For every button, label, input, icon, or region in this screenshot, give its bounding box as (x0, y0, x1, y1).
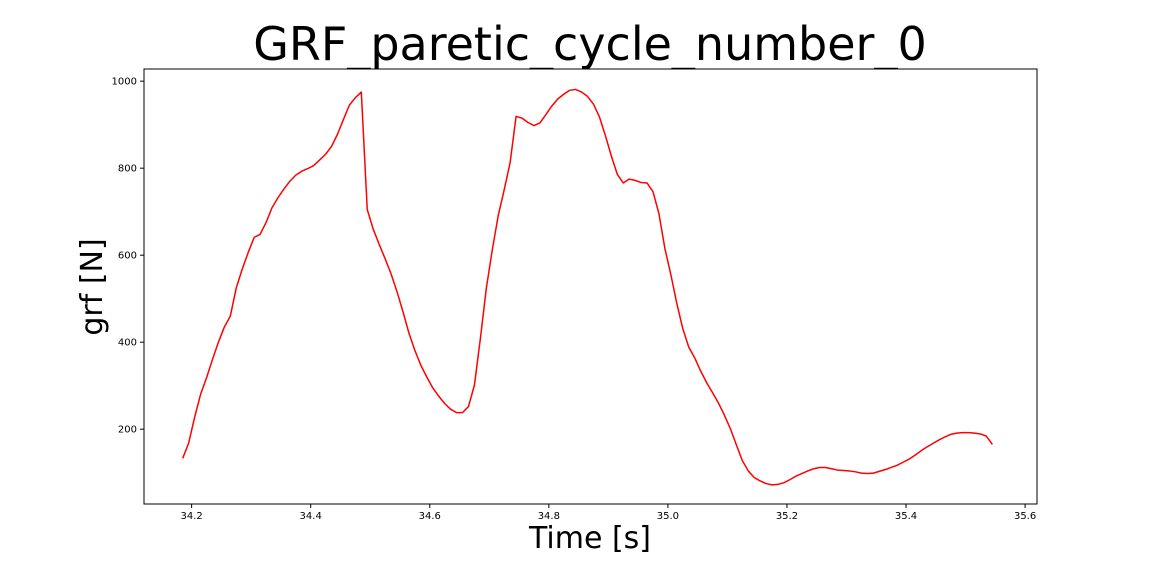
y-tick-label: 600 (118, 251, 137, 262)
y-tick-label: 1000 (112, 77, 137, 88)
x-tick-label: 35.6 (1014, 511, 1036, 522)
series-layer (182, 88, 993, 486)
x-axis: 34.2 34.4 34.6 34.8 35.0 35.2 35.4 35.6 (180, 504, 1036, 522)
x-tick-label: 34.6 (419, 511, 441, 522)
plot-area: 34.2 34.4 34.6 34.8 35.0 35.2 35.4 35.6 200 400 6… (112, 68, 1038, 522)
plot-frame (143, 68, 1038, 505)
y-axis: 200 400 600 800 1000 (112, 77, 144, 436)
x-tick-label: 34.8 (538, 511, 560, 522)
y-axis-label: grf [N] (75, 238, 110, 335)
x-tick-label: 35.4 (895, 511, 917, 522)
chart-title: GRF_paretic_cycle_number_0 (253, 17, 926, 71)
x-tick-label: 34.4 (300, 511, 322, 522)
x-tick-label: 35.0 (657, 511, 679, 522)
x-axis-label: Time [s] (528, 521, 651, 556)
y-tick-label: 200 (118, 425, 137, 436)
y-tick-label: 800 (118, 164, 137, 175)
y-tick-label: 400 (118, 338, 137, 349)
x-tick-label: 34.2 (180, 511, 202, 522)
series-line (182, 88, 993, 486)
x-tick-label: 35.2 (776, 511, 798, 522)
